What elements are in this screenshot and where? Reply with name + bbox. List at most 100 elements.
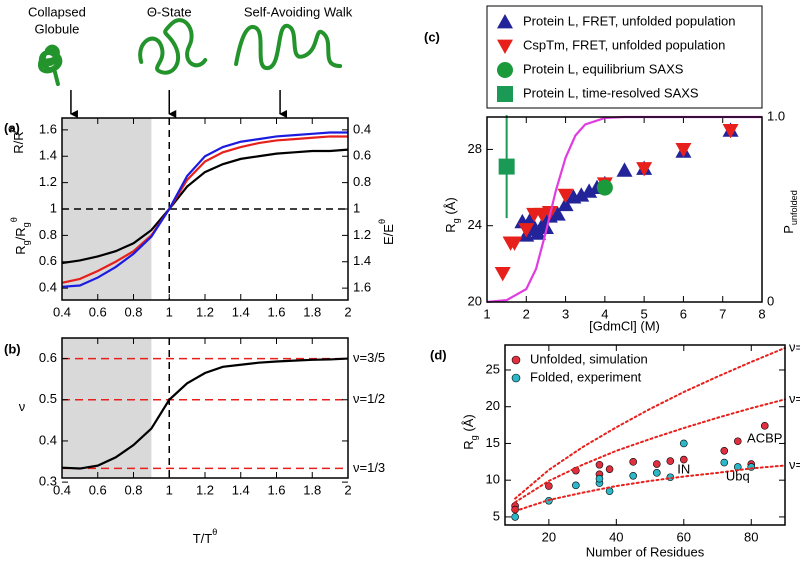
shaded-region [62,338,152,478]
x-tick-label: 60 [677,529,691,544]
marker [494,266,511,282]
marker [545,482,553,490]
x-tick-label: 1.4 [232,482,250,497]
marker [605,465,614,473]
marker [679,439,688,448]
label-part: (Å) [461,414,476,435]
y2-tick-label: 1 [353,200,360,215]
label-part: θ [212,527,217,537]
legend-frame [486,5,763,109]
marker [511,355,521,365]
plot-frame [61,337,349,479]
y2-tick-label: 1.6 [353,280,371,295]
series-line [61,148,349,265]
x-tick-label: 3 [562,306,569,321]
plot-frame [61,117,349,301]
series-line [61,135,348,284]
marker [629,458,637,466]
marker [616,162,633,177]
label-part: R/R [11,131,26,153]
legend-label: Protein L, time-resolved SAXS [523,85,699,100]
label-part: R [461,440,476,449]
panel-label: (c) [424,29,440,44]
x-tick-label: 1.6 [267,304,285,319]
y2-tick-label: 0.8 [353,174,371,189]
y-tick-label: 1 [50,200,57,215]
marker [537,219,554,235]
marker [720,458,729,467]
marker [679,455,688,464]
marker [511,513,519,521]
reference-label: ν=3/5 [353,350,385,365]
marker [572,481,580,490]
label-part: P [781,225,796,234]
marker [497,62,513,78]
series-line [514,464,786,513]
y-tick-label: 0.6 [39,253,57,268]
state-label: Θ-State [147,4,192,19]
y-tick-label: 0.6 [39,350,57,365]
marker [511,373,521,383]
x-tick-label: 1 [166,304,173,319]
polymer-sketch [138,18,208,75]
x-tick-label: 5 [641,306,648,321]
marker [666,457,675,465]
y-tick-label: 0.4 [39,432,57,447]
label-part: θ [9,217,19,222]
marker [636,162,653,177]
label-part: T/T [193,531,213,546]
polymer-sketch [38,44,63,86]
marker [518,223,535,238]
label-part: E/E [381,224,396,245]
x-tick-label: 1.2 [196,304,214,319]
panel-label: (a) [4,120,20,135]
y2-tick-label: 1.4 [353,253,371,268]
x-tick-label: 1.2 [196,482,214,497]
series-line [61,357,349,470]
x-tick-label: 20 [542,529,556,544]
label-part: (Å) [443,197,458,218]
y-tick-label: 10 [486,472,500,487]
marker [760,422,769,430]
y-tick-label: 20 [486,398,500,413]
label-part: g [21,240,31,245]
x-tick-label: 0.4 [53,304,71,319]
annotation: IN [677,461,690,476]
x-tick-label: 2 [344,304,351,319]
marker [653,469,661,477]
marker [549,206,566,221]
marker [530,225,547,240]
marker [581,183,598,198]
panel-label: (b) [4,341,21,356]
x-tick-label: 2 [523,306,530,321]
legend-label: Protein L, FRET, unfolded population [523,13,735,28]
axis-label: E/Eθ [377,219,396,245]
y-tick-label: 28 [468,141,482,156]
plot-frame [486,116,763,303]
state-label: Globule [35,21,80,36]
label-part: θ [7,126,17,131]
axis-label: Punfolded [781,190,799,234]
reference-label: ν=1/2 [353,391,385,406]
y2-tick-label: 0.6 [353,148,371,163]
x-tick-label: 80 [744,529,758,544]
marker [720,446,729,455]
y-tick-label: 5 [493,508,500,523]
series-label: ν=3/5 [789,339,800,354]
marker [497,39,513,54]
marker [595,474,604,483]
legend-label: Folded, experiment [530,369,642,384]
label-part: /R [13,227,28,240]
annotation: ACBP [747,430,782,445]
x-tick-label: 0.8 [124,482,142,497]
x-axis-label: T/Tθ [193,527,218,546]
x-tick-label: 1.4 [232,304,250,319]
y-tick-label: 0.8 [39,227,57,242]
polymer-sketch [234,23,343,70]
series-line [514,346,786,500]
axis-label: ν [19,399,26,414]
y-tick-label: 0.4 [39,280,57,295]
x-tick-label: 40 [609,529,623,544]
y-tick-label: 1.4 [39,148,57,163]
x-tick-label: 1.8 [303,482,321,497]
